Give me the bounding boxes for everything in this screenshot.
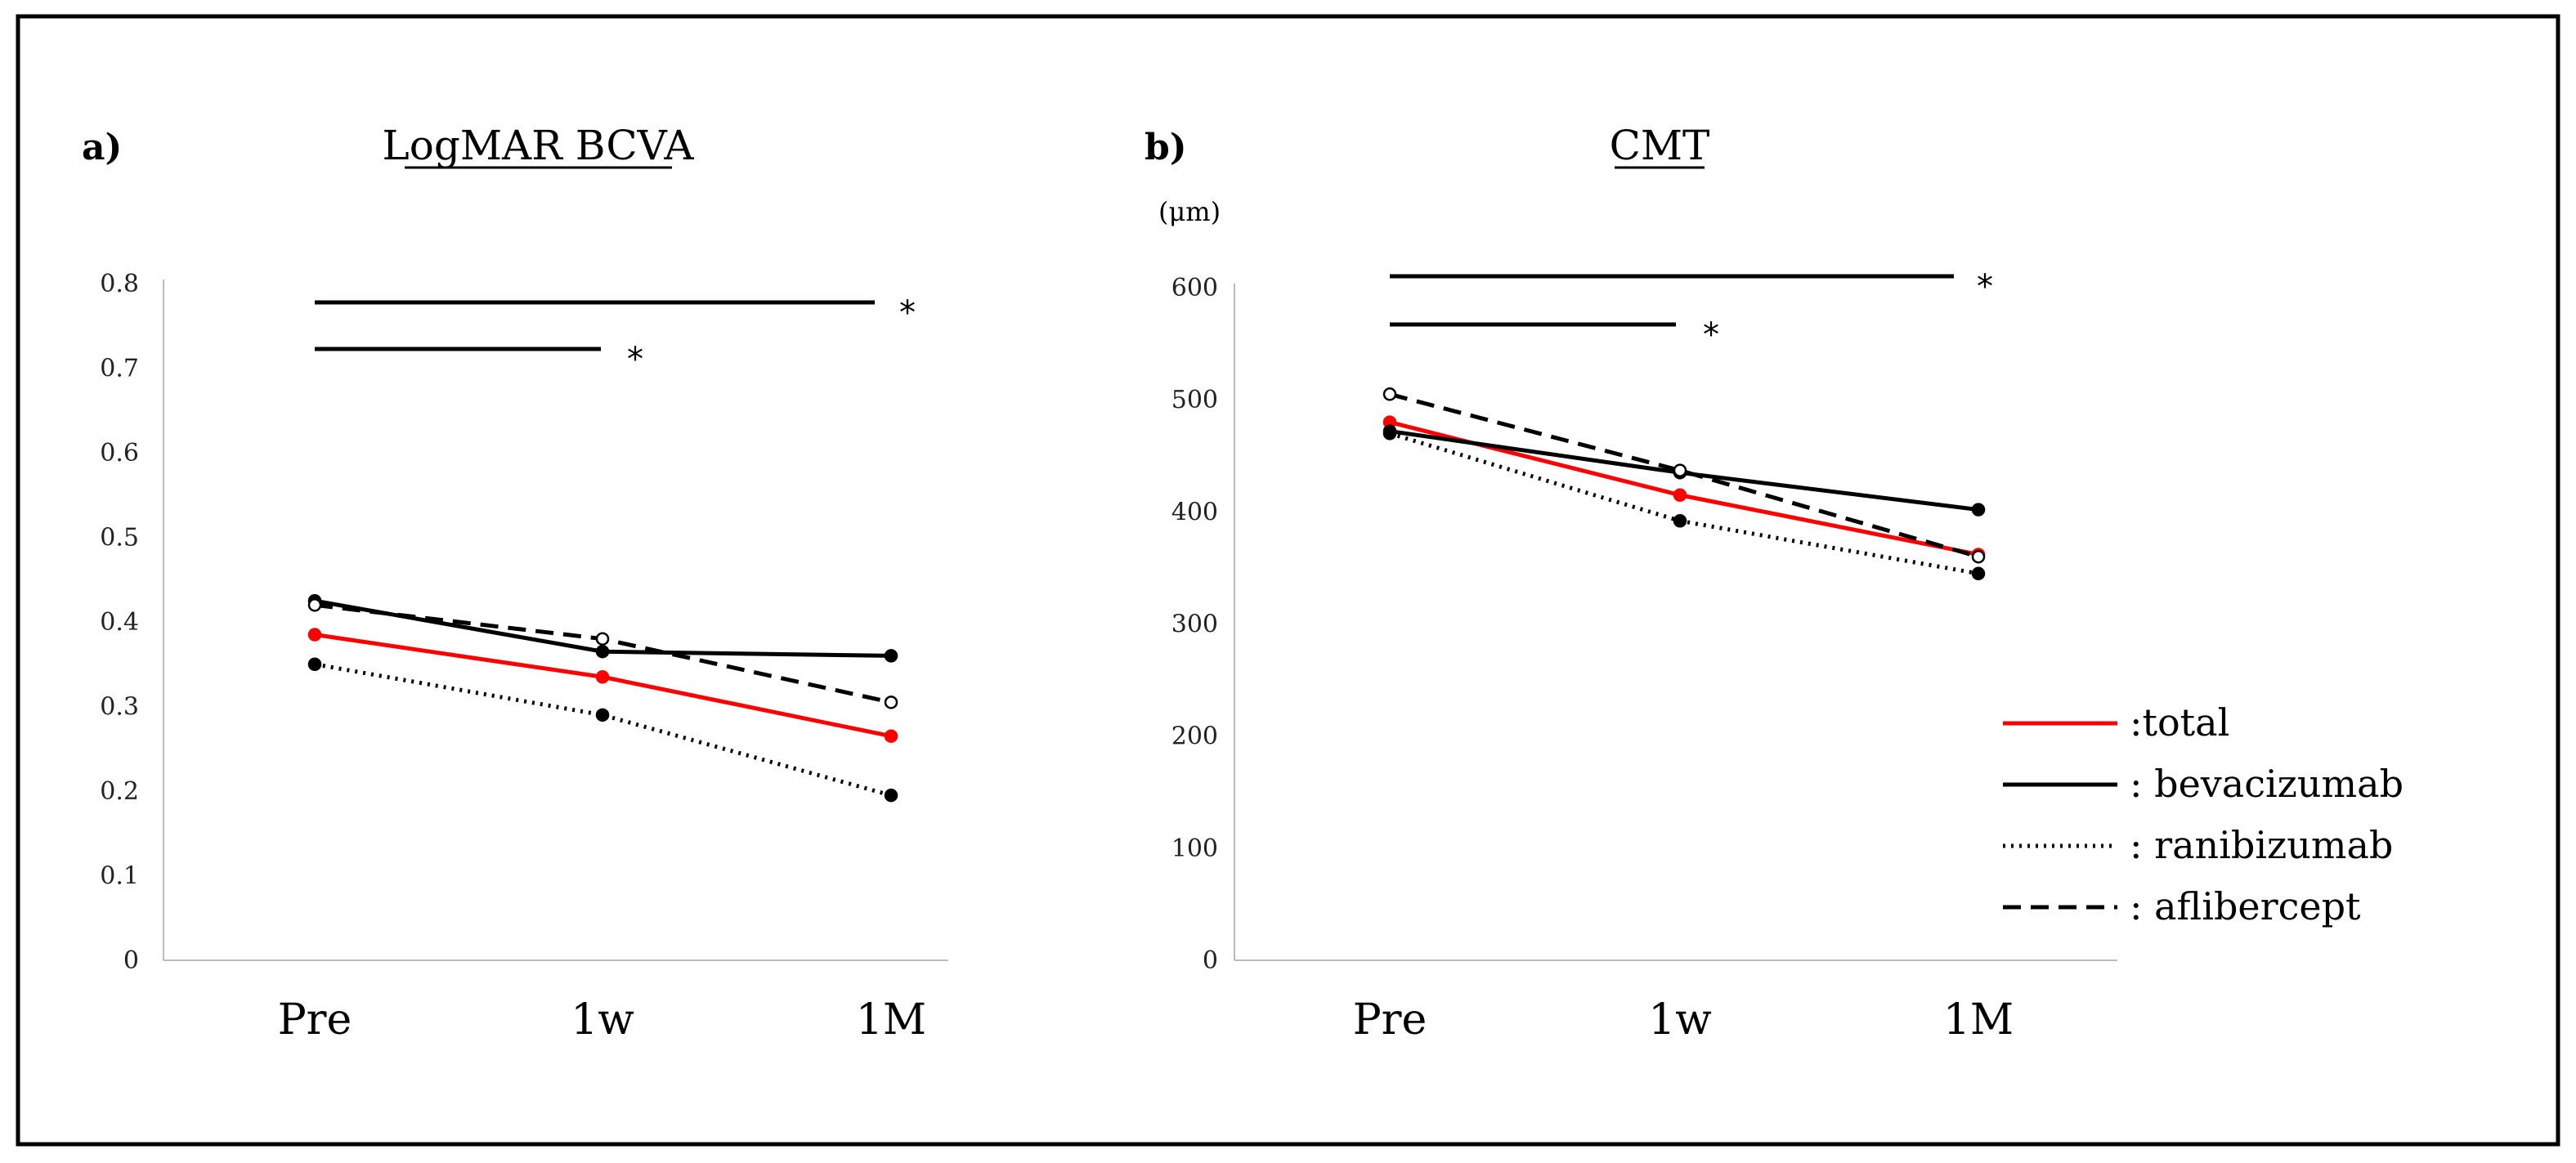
- y-tick-label: 400: [1172, 498, 1218, 526]
- significance-star: *: [1703, 316, 1719, 354]
- data-point-aflibercept: [307, 598, 322, 612]
- panel-b-title: CMT: [1610, 122, 1710, 169]
- data-point-ranibizumab: [1673, 514, 1687, 528]
- y-tick-label: 600: [1172, 274, 1218, 302]
- x-tick-label: Pre: [278, 995, 352, 1044]
- panel-a-title: LogMAR BCVA: [383, 122, 695, 169]
- y-tick-label: 0.7: [100, 355, 139, 383]
- significance-star: *: [627, 341, 643, 378]
- y-tick-label: 0.3: [100, 693, 139, 722]
- x-tick-label: 1M: [1943, 995, 2014, 1044]
- data-point-bevacizumab: [595, 644, 610, 659]
- legend-label-ranibizumab: : ranibizumab: [2130, 823, 2393, 867]
- significance-star: *: [1977, 268, 1993, 306]
- data-point-total: [595, 670, 610, 684]
- y-tick-label: 0: [123, 946, 139, 975]
- y-tick-label: 0.2: [100, 777, 139, 806]
- data-point-ranibizumab: [1971, 566, 1986, 581]
- panel-b-y-unit: (μm): [1158, 196, 1221, 227]
- legend-label-total: :total: [2130, 700, 2229, 745]
- data-point-ranibizumab: [595, 708, 610, 722]
- data-point-total: [1673, 488, 1687, 503]
- data-point-total: [884, 729, 898, 743]
- data-point-ranibizumab: [884, 788, 898, 803]
- y-tick-label: 200: [1172, 722, 1218, 751]
- legend: :total : bevacizumab : ranibizumab : aflibe…: [2003, 700, 2404, 928]
- x-tick-label: 1w: [1648, 995, 1712, 1044]
- panel-a-plot: 0 0.1 0.2 0.3 0.4 0.5 0.6 0.7 0.8 Pre 1w 1M * *: [100, 270, 948, 1044]
- legend-label-bevacizumab: : bevacizumab: [2130, 762, 2404, 806]
- y-tick-label: 500: [1172, 386, 1218, 414]
- significance-star: *: [899, 294, 916, 332]
- panel-b-label: b): [1145, 127, 1187, 168]
- data-point-aflibercept: [1673, 463, 1687, 477]
- data-point-aflibercept: [1971, 549, 1986, 564]
- figure-frame: [16, 14, 2560, 1147]
- y-tick-label: 300: [1172, 611, 1218, 639]
- data-point-aflibercept: [595, 632, 610, 646]
- y-tick-label: 0: [1203, 946, 1218, 975]
- series-line-ranibizumab: [314, 662, 892, 798]
- y-tick-label: 0.8: [100, 270, 139, 298]
- panel-a-label: a): [82, 127, 122, 168]
- y-tick-label: 0.1: [100, 862, 139, 891]
- panel-b-plot: 0 100 200 300 400 500 600 Pre 1w 1M * *: [1172, 268, 2117, 1044]
- y-tick-label: 0.4: [100, 608, 139, 637]
- y-tick-label: 0.6: [100, 439, 139, 467]
- x-tick-label: 1M: [856, 995, 926, 1044]
- data-point-aflibercept: [884, 696, 898, 709]
- series-line-aflibercept: [1389, 391, 1979, 559]
- data-point-ranibizumab: [307, 657, 322, 671]
- data-point-bevacizumab: [884, 649, 898, 663]
- y-tick-label: 100: [1172, 834, 1218, 863]
- y-tick-label: 0.5: [100, 524, 139, 552]
- data-point-ranibizumab: [1382, 427, 1397, 441]
- data-point-bevacizumab: [1971, 503, 1986, 517]
- x-tick-label: 1w: [571, 995, 634, 1044]
- x-tick-label: Pre: [1353, 995, 1427, 1044]
- legend-label-aflibercept: : aflibercept: [2130, 884, 2361, 928]
- data-point-aflibercept: [1382, 387, 1397, 401]
- data-point-total: [307, 628, 322, 642]
